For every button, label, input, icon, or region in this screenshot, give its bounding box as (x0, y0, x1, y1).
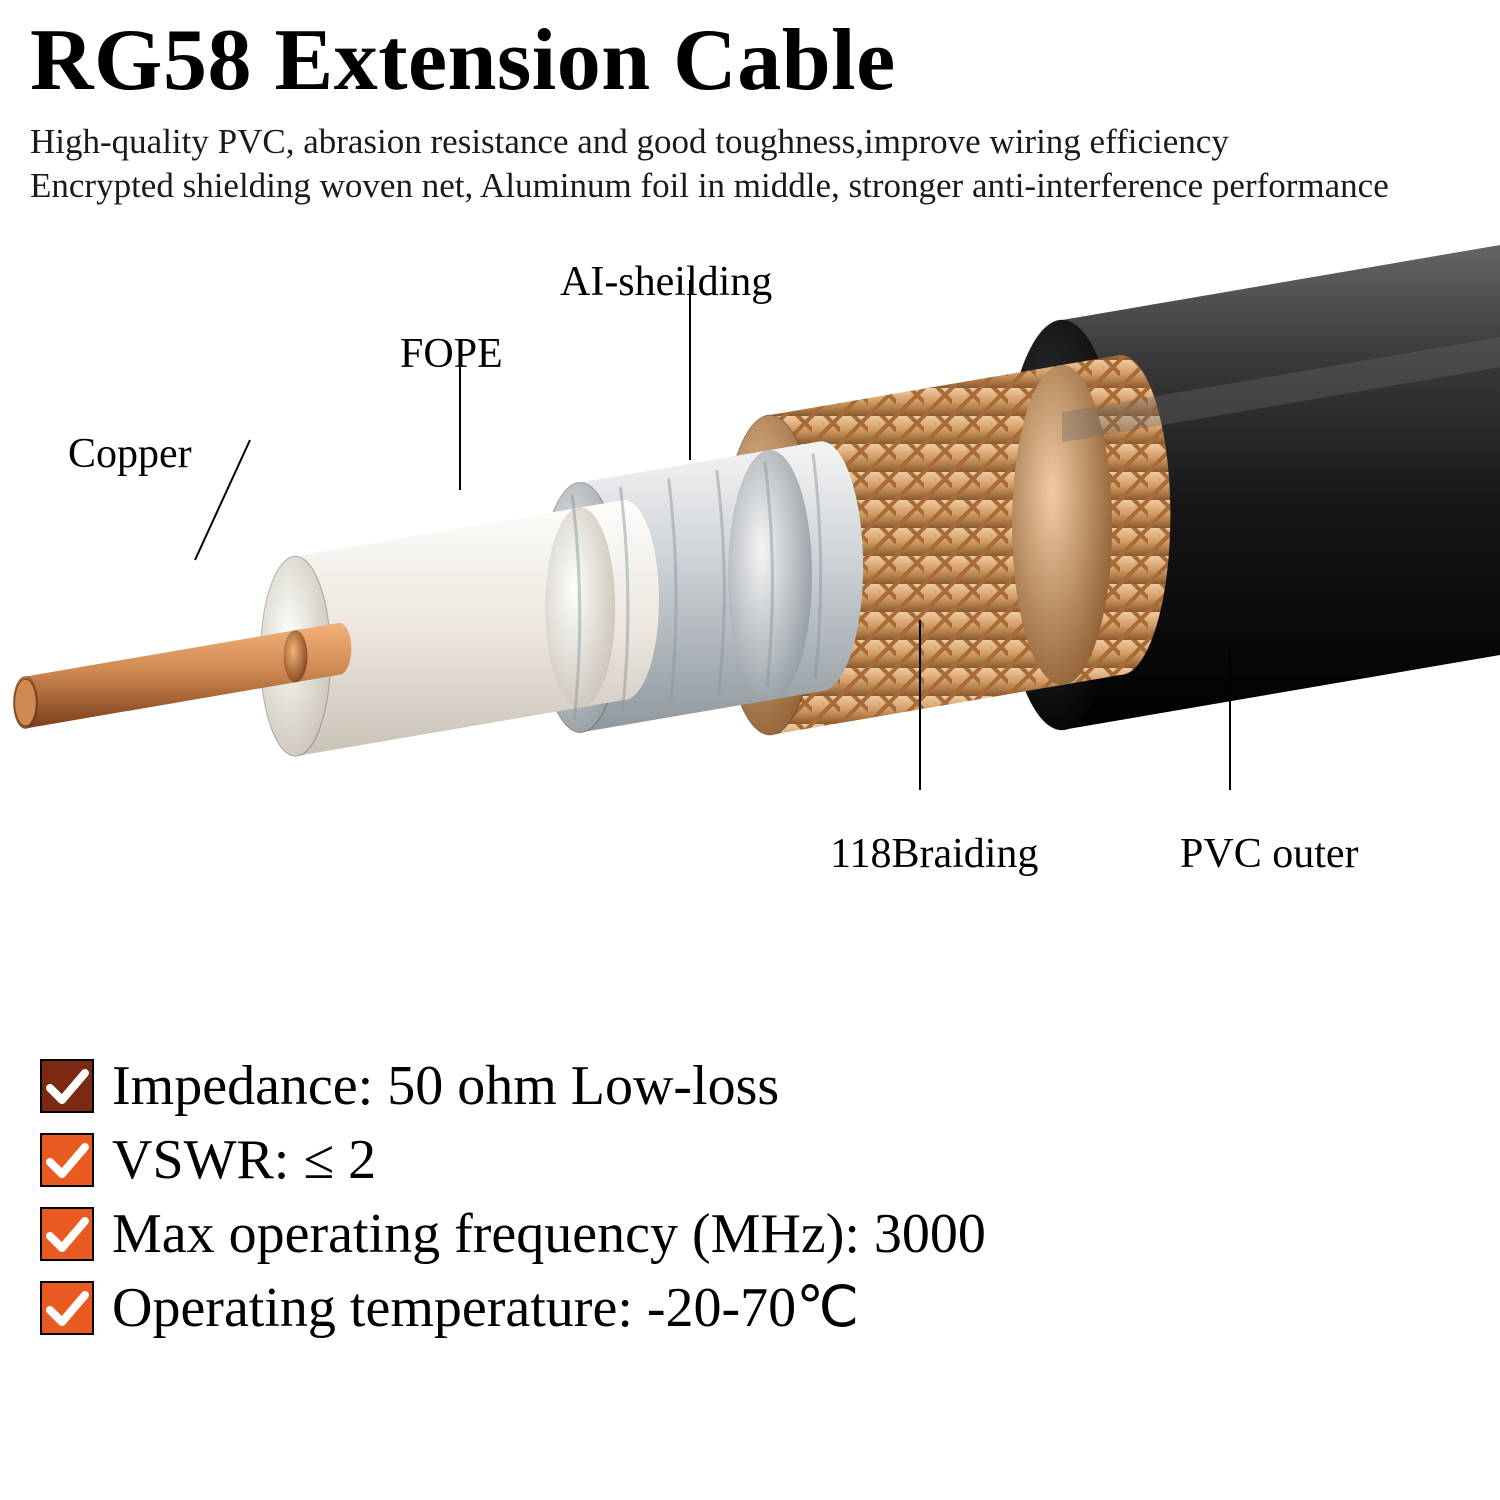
spec-checkbox-icon (40, 1207, 94, 1261)
page-title: RG58 Extension Cable (30, 10, 896, 111)
callout-label-fope: FOPE (400, 330, 503, 378)
callout-label-copper: Copper (68, 430, 192, 478)
specs-section: Impedance: 50 ohm Low-loss VSWR: ≤ 2 Max o… (40, 1040, 986, 1354)
spec-text: Operating temperature: -20-70℃ (112, 1280, 859, 1336)
page-root: RG58 Extension Cable High-quality PVC, a… (0, 0, 1500, 1500)
spec-checkbox-icon (40, 1281, 94, 1335)
cable-geometry (13, 233, 1500, 757)
spec-checkbox-icon (40, 1059, 94, 1113)
subtitle-line-1: High-quality PVC, abrasion resistance an… (30, 120, 1229, 164)
callout-label-pvcouter: PVC outer (1180, 830, 1359, 878)
spec-row-0: Impedance: 50 ohm Low-loss (40, 1058, 986, 1114)
spec-checkbox-icon (40, 1133, 94, 1187)
callout-label-braiding: 118Braiding (830, 830, 1038, 878)
cable-diagram: Copper FOPE AI-sheilding 118Braiding PVC out… (0, 220, 1500, 980)
spec-text: Impedance: 50 ohm Low-loss (112, 1058, 779, 1114)
spec-text: VSWR: ≤ 2 (112, 1132, 376, 1188)
layer-fope-innerhole (284, 630, 308, 682)
copper-tip (15, 679, 37, 726)
callout-label-alshield: AI-sheilding (560, 258, 772, 306)
spec-row-2: Max operating frequency (MHz): 3000 (40, 1206, 986, 1262)
spec-row-3: Operating temperature: -20-70℃ (40, 1280, 986, 1336)
spec-row-1: VSWR: ≤ 2 (40, 1132, 986, 1188)
spec-text: Max operating frequency (MHz): 3000 (112, 1206, 986, 1262)
subtitle-line-2: Encrypted shielding woven net, Aluminum … (30, 164, 1389, 208)
callout-line-copper (195, 440, 250, 560)
